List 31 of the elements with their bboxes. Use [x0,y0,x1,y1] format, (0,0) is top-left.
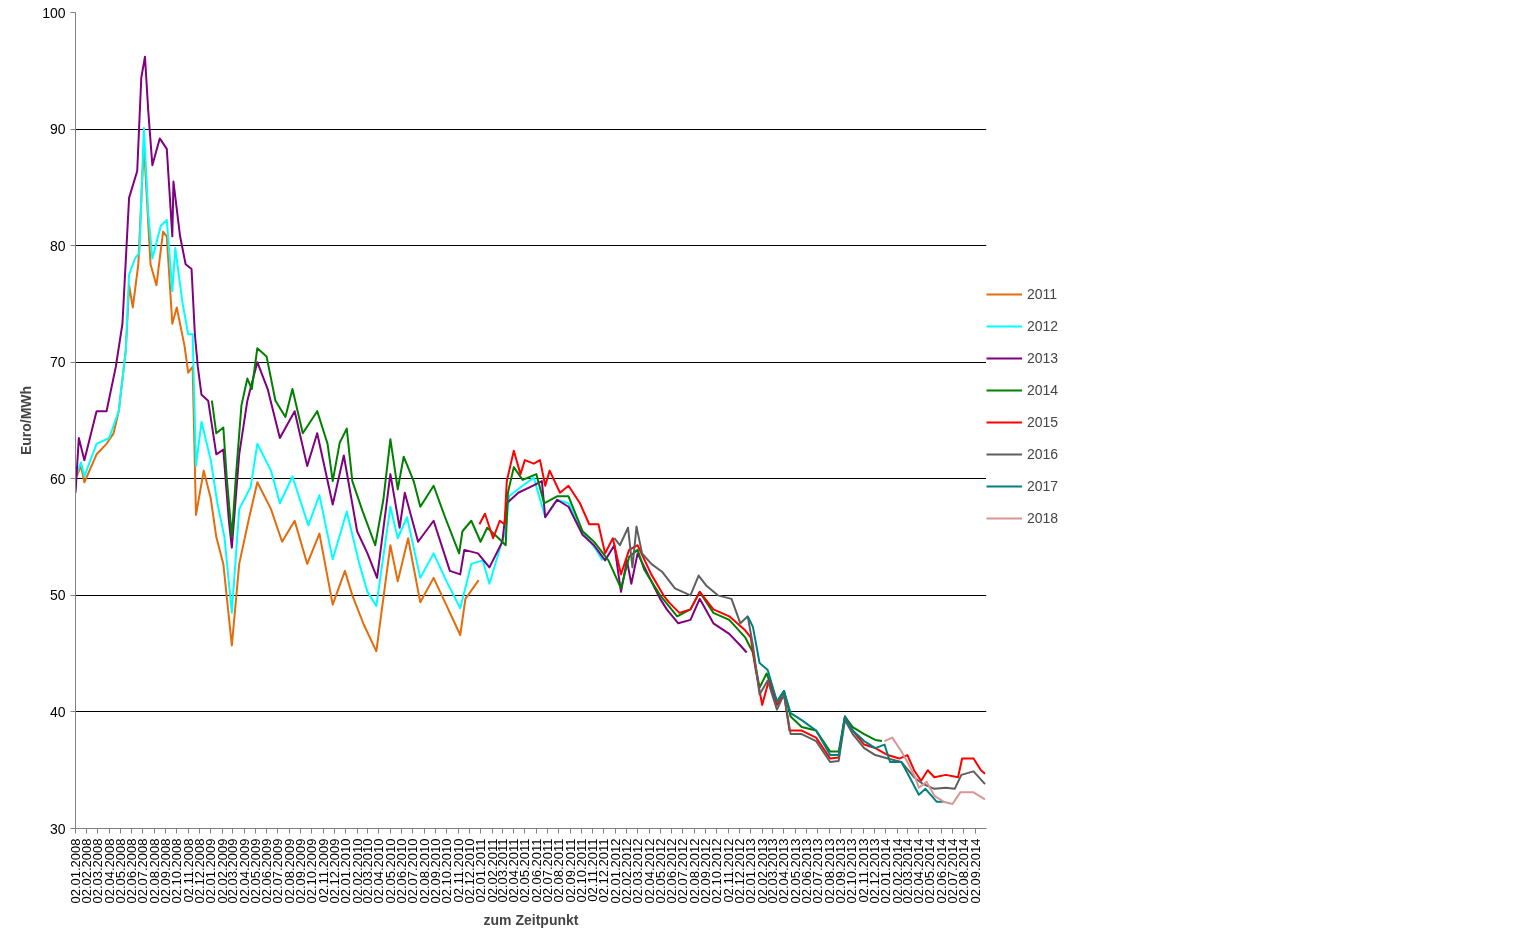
line-series [478,449,987,782]
line-series [883,736,987,806]
legend-label: 2016 [1027,446,1059,462]
y-tick-label: 40 [49,703,66,720]
x-tick-label: 02.01.2008 [68,838,83,904]
line-series [75,126,604,614]
y-tick-label: 50 [49,587,66,604]
line-series [613,525,987,790]
x-tick-label: 02.01.2010 [338,838,354,904]
y-axis-title: Euro/MWh [18,385,35,456]
y-tick-label: 80 [49,237,66,254]
x-tick-label: 02.01.2011 [473,838,489,903]
legend-label: 2015 [1027,414,1059,430]
y-tick-label: 60 [49,470,66,487]
legend-label: 2017 [1027,478,1059,494]
x-tick-label: 02.01.2009 [203,838,219,904]
y-tick-label: 70 [49,354,66,371]
line-series [210,347,883,753]
line-series [75,55,748,654]
x-tick-label: 02.01.2014 [878,838,894,904]
line-series [746,615,945,803]
legend-label: 2012 [1027,318,1059,334]
y-tick-label: 90 [49,121,66,138]
y-tick-label: 30 [49,820,66,837]
y-tick-label: 100 [42,4,66,21]
x-axis-title: zum Zeitpunkt [483,911,579,928]
legend-label: 2014 [1027,382,1059,398]
legend-label: 2011 [1027,286,1058,302]
x-tick-label: 02.01.2013 [743,838,759,904]
legend-label: 2018 [1027,510,1059,526]
legend-label: 2013 [1027,350,1059,366]
